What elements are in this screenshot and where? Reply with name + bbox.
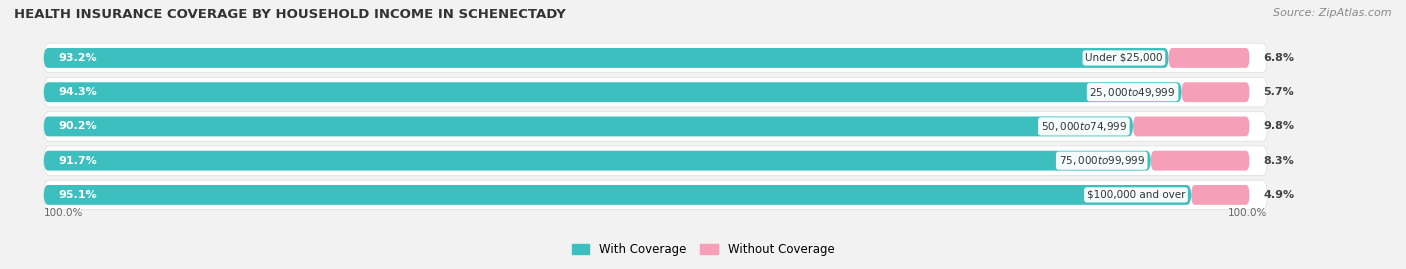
- Text: $50,000 to $74,999: $50,000 to $74,999: [1040, 120, 1128, 133]
- Text: 4.9%: 4.9%: [1264, 190, 1295, 200]
- Text: 9.8%: 9.8%: [1264, 121, 1295, 132]
- FancyBboxPatch shape: [1191, 185, 1250, 205]
- Text: 6.8%: 6.8%: [1264, 53, 1295, 63]
- Text: $100,000 and over: $100,000 and over: [1087, 190, 1185, 200]
- FancyBboxPatch shape: [1181, 82, 1250, 102]
- Text: 100.0%: 100.0%: [44, 208, 83, 218]
- Text: Source: ZipAtlas.com: Source: ZipAtlas.com: [1274, 8, 1392, 18]
- Text: 90.2%: 90.2%: [58, 121, 97, 132]
- FancyBboxPatch shape: [44, 146, 1267, 175]
- FancyBboxPatch shape: [44, 112, 1267, 141]
- FancyBboxPatch shape: [44, 43, 1267, 73]
- Text: 5.7%: 5.7%: [1264, 87, 1295, 97]
- Text: 100.0%: 100.0%: [1227, 208, 1267, 218]
- FancyBboxPatch shape: [44, 82, 1181, 102]
- Text: Under $25,000: Under $25,000: [1085, 53, 1163, 63]
- Text: 93.2%: 93.2%: [58, 53, 97, 63]
- Text: HEALTH INSURANCE COVERAGE BY HOUSEHOLD INCOME IN SCHENECTADY: HEALTH INSURANCE COVERAGE BY HOUSEHOLD I…: [14, 8, 567, 21]
- FancyBboxPatch shape: [44, 77, 1267, 107]
- FancyBboxPatch shape: [44, 151, 1150, 171]
- FancyBboxPatch shape: [44, 48, 1168, 68]
- Text: 95.1%: 95.1%: [58, 190, 97, 200]
- FancyBboxPatch shape: [1168, 48, 1250, 68]
- FancyBboxPatch shape: [44, 185, 1191, 205]
- FancyBboxPatch shape: [1150, 151, 1250, 171]
- Text: $25,000 to $49,999: $25,000 to $49,999: [1090, 86, 1175, 99]
- FancyBboxPatch shape: [1133, 116, 1250, 136]
- Text: $75,000 to $99,999: $75,000 to $99,999: [1059, 154, 1144, 167]
- Text: 94.3%: 94.3%: [58, 87, 97, 97]
- FancyBboxPatch shape: [44, 116, 1133, 136]
- FancyBboxPatch shape: [44, 180, 1267, 210]
- Legend: With Coverage, Without Coverage: With Coverage, Without Coverage: [572, 243, 834, 256]
- Text: 91.7%: 91.7%: [58, 156, 97, 166]
- Text: 8.3%: 8.3%: [1264, 156, 1295, 166]
